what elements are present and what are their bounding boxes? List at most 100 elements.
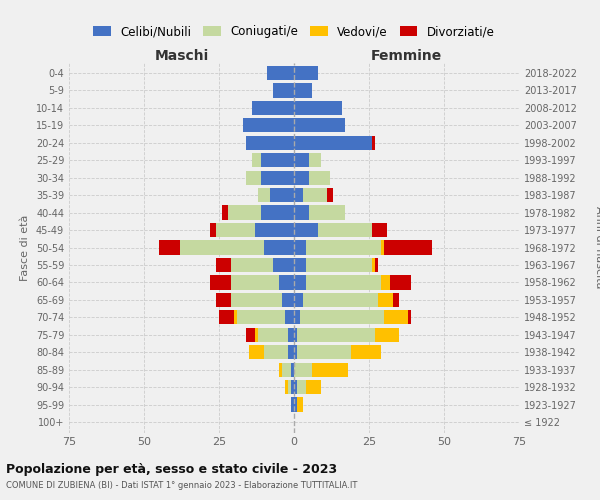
Bar <box>312 362 348 377</box>
Bar <box>384 310 408 324</box>
Bar <box>291 380 294 394</box>
Bar <box>252 100 294 115</box>
Bar <box>297 328 375 342</box>
Bar <box>288 328 294 342</box>
Bar <box>300 310 384 324</box>
Bar <box>282 362 291 377</box>
Bar <box>294 136 372 150</box>
Bar <box>246 170 261 185</box>
Text: Maschi: Maschi <box>154 50 209 64</box>
Bar <box>306 240 381 254</box>
Bar <box>297 380 306 394</box>
Bar <box>261 153 294 168</box>
Bar <box>264 345 288 360</box>
Bar <box>378 292 393 307</box>
Bar <box>294 118 345 132</box>
Bar <box>288 345 294 360</box>
Bar <box>375 258 378 272</box>
Bar <box>384 240 432 254</box>
Bar <box>294 100 342 115</box>
Bar <box>351 345 381 360</box>
Bar <box>318 223 372 237</box>
Bar <box>306 275 381 289</box>
Bar <box>303 292 378 307</box>
Bar <box>294 223 318 237</box>
Bar <box>291 398 294 411</box>
Bar <box>249 345 264 360</box>
Text: COMUNE DI ZUBIENA (BI) - Dati ISTAT 1° gennaio 2023 - Elaborazione TUTTITALIA.IT: COMUNE DI ZUBIENA (BI) - Dati ISTAT 1° g… <box>6 481 358 490</box>
Bar <box>279 362 282 377</box>
Bar <box>294 380 297 394</box>
Bar <box>294 188 303 202</box>
Bar <box>231 258 273 272</box>
Bar <box>294 206 309 220</box>
Bar <box>285 380 288 394</box>
Y-axis label: Fasce di età: Fasce di età <box>20 214 30 280</box>
Bar <box>297 398 303 411</box>
Bar <box>408 310 411 324</box>
Bar <box>297 345 351 360</box>
Bar <box>294 398 297 411</box>
Bar <box>219 310 234 324</box>
Bar <box>381 240 384 254</box>
Bar <box>309 206 345 220</box>
Bar <box>294 345 297 360</box>
Bar <box>243 118 294 132</box>
Bar <box>294 66 318 80</box>
Bar <box>180 240 264 254</box>
Bar <box>231 275 279 289</box>
Bar <box>222 206 228 220</box>
Text: Popolazione per età, sesso e stato civile - 2023: Popolazione per età, sesso e stato civil… <box>6 462 337 475</box>
Bar <box>288 380 291 394</box>
Bar <box>285 310 294 324</box>
Bar <box>381 275 390 289</box>
Bar <box>252 153 261 168</box>
Bar <box>294 362 312 377</box>
Bar <box>255 328 258 342</box>
Bar <box>228 206 261 220</box>
Bar <box>210 275 231 289</box>
Bar <box>306 258 372 272</box>
Bar <box>258 188 270 202</box>
Bar <box>279 275 294 289</box>
Bar <box>309 170 330 185</box>
Bar <box>327 188 333 202</box>
Bar <box>372 223 387 237</box>
Bar <box>246 328 255 342</box>
Bar <box>372 136 375 150</box>
Bar <box>216 292 231 307</box>
Bar <box>294 292 303 307</box>
Bar <box>294 310 300 324</box>
Bar <box>267 66 294 80</box>
Bar <box>246 136 294 150</box>
Bar <box>375 328 399 342</box>
Bar <box>159 240 180 254</box>
Bar <box>264 240 294 254</box>
Bar <box>393 292 399 307</box>
Bar <box>306 380 321 394</box>
Bar <box>216 258 231 272</box>
Bar <box>294 328 297 342</box>
Bar <box>270 188 294 202</box>
Bar <box>390 275 411 289</box>
Bar <box>294 84 312 98</box>
Legend: Celibi/Nubili, Coniugati/e, Vedovi/e, Divorziati/e: Celibi/Nubili, Coniugati/e, Vedovi/e, Di… <box>89 20 499 42</box>
Bar <box>231 292 282 307</box>
Bar <box>294 153 309 168</box>
Text: Femmine: Femmine <box>371 50 442 64</box>
Bar <box>309 153 321 168</box>
Bar <box>303 188 327 202</box>
Bar <box>237 310 285 324</box>
Bar <box>210 223 216 237</box>
Bar <box>291 362 294 377</box>
Bar <box>273 84 294 98</box>
Bar <box>234 310 237 324</box>
Y-axis label: Anni di nascita: Anni di nascita <box>593 206 600 289</box>
Bar <box>282 292 294 307</box>
Bar <box>294 170 309 185</box>
Bar <box>372 258 375 272</box>
Bar <box>294 258 306 272</box>
Bar <box>294 275 306 289</box>
Bar <box>261 206 294 220</box>
Bar <box>258 328 288 342</box>
